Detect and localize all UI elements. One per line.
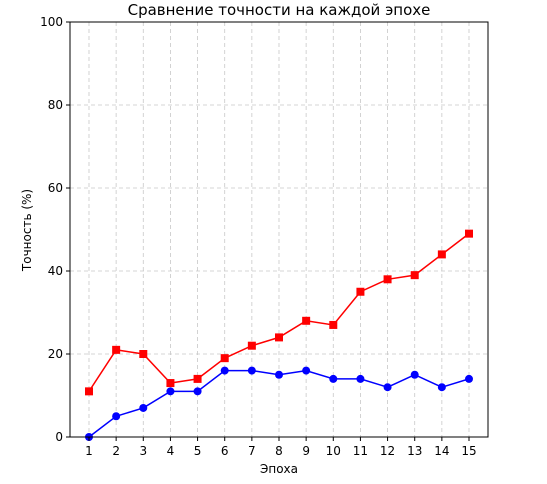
series-0-point [437, 383, 446, 392]
series-1-point [112, 345, 121, 354]
x-tick-label: 8 [275, 444, 283, 458]
x-tick-label: 7 [248, 444, 256, 458]
series-0-point [166, 387, 175, 396]
series-1-point [85, 387, 93, 396]
x-axis-label: Эпоха [260, 462, 298, 476]
y-tick-label: 40 [48, 264, 63, 278]
x-tick-label: 2 [112, 444, 120, 458]
series-1-point [247, 341, 256, 350]
y-tick-label: 0 [55, 430, 63, 444]
series-1 [85, 229, 473, 396]
series-1-point [437, 250, 446, 259]
x-tick-label: 15 [461, 444, 476, 458]
series-1-point [356, 287, 365, 296]
series-1-point [465, 229, 473, 238]
x-tick-label: 4 [167, 444, 175, 458]
x-tick-label: 9 [302, 444, 310, 458]
series-0-point [139, 403, 148, 412]
series-1-point [275, 333, 283, 342]
y-tick-label: 80 [48, 98, 63, 112]
x-tick-label: 13 [407, 444, 422, 458]
x-tick-label: 12 [380, 444, 395, 458]
series-0-point [193, 387, 202, 396]
series-0-point [465, 374, 473, 383]
y-axis-label: Точность (%) [20, 189, 34, 272]
x-tick-label: 11 [353, 444, 368, 458]
series-layer [85, 229, 473, 441]
series-0 [85, 366, 473, 441]
series-1-point [166, 379, 175, 388]
x-tick-label: 5 [194, 444, 202, 458]
series-1-point [220, 354, 229, 363]
series-1-point [410, 271, 419, 280]
x-tick-label: 3 [139, 444, 147, 458]
x-tick-label: 1 [85, 444, 93, 458]
series-0-point [356, 374, 365, 383]
chart-title: Сравнение точности на каждой эпохе [128, 1, 431, 19]
y-tick-label: 60 [48, 181, 63, 195]
series-1-point [383, 275, 392, 284]
series-0-point [410, 370, 419, 379]
series-0-point [383, 383, 392, 392]
series-0-point [220, 366, 229, 375]
series-0-point [302, 366, 311, 375]
series-1-point [139, 350, 148, 358]
y-tick-label: 20 [48, 347, 63, 361]
series-0-point [329, 374, 338, 383]
x-tick-label: 6 [221, 444, 229, 458]
y-tick-label: 100 [40, 15, 63, 29]
series-0-point [112, 412, 121, 421]
series-1-point [302, 316, 311, 325]
series-0-point [247, 366, 256, 375]
series-0-point [275, 370, 283, 379]
x-tick-label: 10 [326, 444, 341, 458]
x-tick-label: 14 [434, 444, 449, 458]
series-1-point [193, 374, 202, 383]
series-1-point [329, 320, 338, 329]
